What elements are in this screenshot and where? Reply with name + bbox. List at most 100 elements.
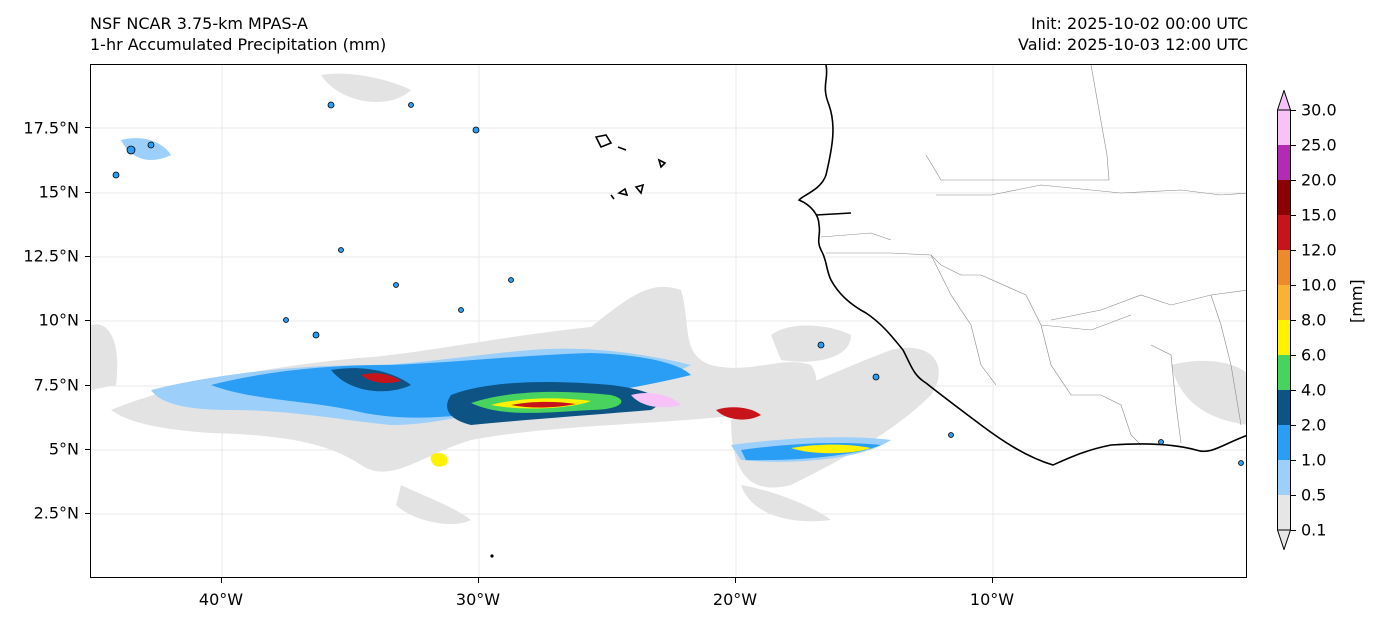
precip-light-gulf [1171,360,1246,425]
colorbar-segment [1277,320,1291,355]
precip-cell [508,277,514,283]
colorbar-segment [1277,250,1291,285]
lon-label: 10°W [969,590,1015,609]
valid-time: Valid: 2025-10-03 12:00 UTC [1017,35,1248,54]
colorbar-level-label: 1.0 [1301,450,1327,470]
colorbar-tick [1291,495,1296,496]
precip-core-5 [511,401,576,408]
island-cape-verde-1 [594,134,613,149]
colorbar-tick [1291,145,1296,146]
colorbar-segment [1277,180,1291,215]
model-title: NSF NCAR 3.75-km MPAS-A [90,14,308,33]
border-liberia-ivory [1071,394,1142,446]
precip-cell [126,145,136,155]
colorbar-level-label: 2.0 [1301,415,1327,435]
precip-light-west [91,324,118,390]
precip-core-9 [791,444,871,454]
colorbar-tick [1291,355,1296,356]
coast-gambia-river [815,212,852,216]
colorbar-level-label: 4.0 [1301,380,1327,400]
precip-cell [327,101,335,109]
border-guinea-bissau [826,252,981,276]
lat-label: 2.5°N [33,503,79,523]
precip-cell [408,102,414,108]
lat-label: 15°N [38,182,79,202]
border-gambia [820,232,892,241]
init-time: Init: 2025-10-02 00:00 UTC [1030,14,1248,33]
map-panel [90,64,1247,578]
precip-core-6 [361,373,401,383]
lon-tick [221,578,222,583]
colorbar-level-label: 0.5 [1301,485,1327,505]
precip-cell [147,141,155,149]
lon-tick [735,578,736,583]
precip-light-patch-1 [771,325,851,362]
colorbar-segments [1277,110,1291,530]
colorbar-extend-max [1277,90,1291,111]
lat-label: 12.5°N [23,246,79,266]
border-mali-guinea [980,274,1072,396]
colorbar-segment [1277,285,1291,320]
lat-tick [85,192,90,193]
colorbar-level-label: 20.0 [1301,170,1337,190]
precip-cores [331,368,871,467]
colorbar-segment [1277,110,1291,145]
precip-cell [472,126,480,134]
precip-heavy-band [211,353,691,418]
precip-light-patch-3 [741,485,831,522]
colorbar-tick [1291,390,1296,391]
colorbar-tick [1291,285,1296,286]
colorbar-tick [1291,250,1296,251]
colorbar-tick [1291,320,1296,321]
border-inner-1 [1040,314,1132,331]
precip-cell [872,373,880,381]
lat-label: 5°N [48,439,79,459]
precip-cell [948,432,954,438]
lat-tick [85,449,90,450]
lat-label: 7.5°N [33,375,79,395]
colorbar-level-label: 6.0 [1301,345,1327,365]
precip-cell [283,317,289,323]
colorbar-segment [1277,495,1291,530]
island-cape-verde-4 [617,187,629,197]
country-borders [820,65,1246,446]
precip-core-7 [631,393,681,408]
lat-tick [85,320,90,321]
colorbar-tick [1291,530,1296,531]
colorbar-level-label: 10.0 [1301,275,1337,295]
colorbar-level-label: 30.0 [1301,100,1337,120]
coastline [594,65,1246,466]
colorbar-level-label: 25.0 [1301,135,1337,155]
precip-cell [817,341,825,349]
lat-tick [85,513,90,514]
lat-label: 10°N [38,310,79,330]
lat-tick [85,256,90,257]
island-cape-verde-6 [610,194,615,200]
title-block-left: NSF NCAR 3.75-km MPAS-A 1-hr Accumulated… [90,13,386,55]
field-title: 1-hr Accumulated Precipitation (mm) [90,35,387,54]
lat-label: 17.5°N [23,118,79,138]
colorbar-tick [1291,425,1296,426]
colorbar-extend-min [1277,529,1291,550]
island-cape-verde-5 [634,183,645,195]
precip-cell [112,171,120,179]
border-mauritania [925,65,1110,181]
colorbar-level-label: 12.0 [1301,240,1337,260]
colorbar [1277,90,1291,550]
lat-tick [85,127,90,128]
colorbar-segment [1277,355,1291,390]
precip-cells [112,101,1244,466]
border-guinea [930,254,997,386]
colorbar-segment [1277,390,1291,425]
colorbar-tick [1291,460,1296,461]
colorbar-segment [1277,145,1291,180]
precip-cell [393,282,399,288]
colorbar-level-label: 15.0 [1301,205,1337,225]
border-ghana-togo [1210,294,1242,426]
colorbar-tick [1291,180,1296,181]
lon-tick [478,578,479,583]
precip-light-patch-2 [396,485,471,525]
colorbar-unit-label: [mm] [1347,279,1366,323]
colorbar-segment [1277,460,1291,495]
title-block-right: Init: 2025-10-02 00:00 UTC Valid: 2025-1… [1018,13,1248,55]
